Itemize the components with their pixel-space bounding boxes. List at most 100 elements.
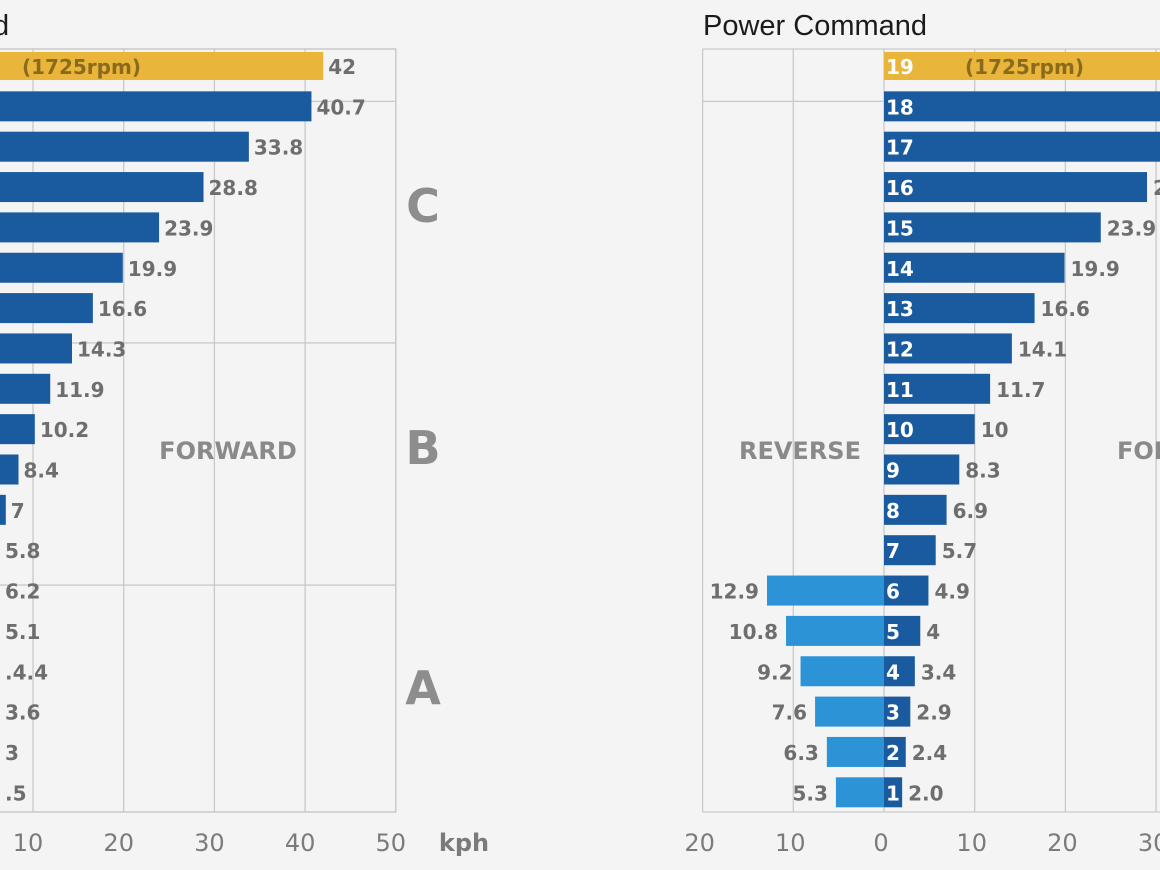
- right-bars: [766, 52, 1160, 808]
- right-reverse-label-gear-1: 5.3: [792, 781, 827, 805]
- right-gear-number-19: 19: [886, 55, 914, 79]
- right-forward-bar-gear-15: [884, 212, 1101, 243]
- right-forward-label-gear-9: 8.3: [965, 459, 1000, 483]
- left-value-label-gear-15: 23.9: [164, 216, 213, 240]
- left-range-letter-a: A: [405, 661, 441, 715]
- right-gear-number-17: 17: [886, 136, 914, 160]
- right-reverse-bar-gear-4: [800, 656, 884, 687]
- right-gear-number-1: 1: [886, 781, 900, 805]
- left-bar-gear-12: [0, 333, 73, 364]
- right-forward-label-gear-2: 2.4: [912, 741, 947, 765]
- right-gear-number-8: 8: [886, 499, 900, 523]
- left-range-letter-b: B: [405, 421, 440, 475]
- left-value-label-gear-12: 14.3: [77, 337, 126, 361]
- right-gear-number-18: 18: [886, 95, 914, 119]
- left-forward-label: FORWARD: [159, 437, 297, 465]
- left-value-label-gear-11: 11.9: [55, 378, 104, 402]
- right-forward-bar-gear-17: [884, 131, 1160, 162]
- left-value-label-gear-10: 10.2: [40, 418, 89, 442]
- right-forward-label-gear-4: 3.4: [921, 660, 956, 684]
- right-forward-label-gear-1: 2.0: [908, 781, 943, 805]
- right-gear-number-16: 16: [886, 176, 914, 200]
- right-forward-bar-gear-12: [884, 333, 1012, 364]
- left-value-label-gear-4: .4.4: [5, 660, 48, 684]
- right-forward-label-gear-5: 4: [926, 620, 940, 644]
- left-chart-panel: d 42 40.7 33.8 28.8 23.9 19.9 16.6 14.3 11.9 10.2…: [0, 10, 489, 857]
- right-gear-number-3: 3: [886, 701, 900, 725]
- right-reverse-label-gear-4: 9.2: [757, 660, 792, 684]
- left-bar-gear-16: [0, 172, 204, 203]
- right-forward-label-gear-7: 5.7: [942, 539, 977, 563]
- right-x-tick-3: 10: [956, 829, 987, 857]
- left-value-label-gear-17: 33.8: [254, 136, 303, 160]
- right-x-tick-0: 20: [684, 829, 715, 857]
- left-value-label-gear-5: 5.1: [5, 620, 40, 644]
- right-gear-number-9: 9: [886, 459, 900, 483]
- left-value-label-gear-7: 5.8: [5, 539, 40, 563]
- right-reverse-label: REVERSE: [739, 437, 861, 465]
- left-value-label-gear-9: 8.4: [23, 459, 58, 483]
- left-x-tick-20: 20: [103, 829, 134, 857]
- left-bar-gear-9: [0, 454, 19, 485]
- left-bar-gear-8: [0, 494, 6, 525]
- right-forward-bar-gear-8: [884, 494, 947, 525]
- right-forward-bar-gear-3: [884, 696, 911, 727]
- right-forward-label-gear-3: 2.9: [916, 701, 951, 725]
- left-value-label-gear-1: .5: [5, 781, 27, 805]
- right-forward-label-gear-11: 11.7: [996, 378, 1045, 402]
- left-bar-gear-18: [0, 91, 312, 122]
- left-bar-gear-19: [0, 52, 324, 80]
- right-gear-number-2: 2: [886, 741, 900, 765]
- right-forward-bar-gear-14: [884, 252, 1065, 283]
- left-value-label-gear-2: 3: [5, 741, 19, 765]
- right-reverse-bar-gear-3: [815, 696, 884, 727]
- left-bar-gear-13: [0, 293, 93, 324]
- right-gear-number-6: 6: [886, 580, 900, 604]
- left-x-axis-unit: kph: [439, 829, 489, 857]
- right-forward-bar-gear-1: [884, 777, 903, 808]
- left-x-tick-10: 10: [13, 829, 44, 857]
- right-forward-label-gear-8: 6.9: [953, 499, 988, 523]
- right-forward-bar-gear-18: [884, 91, 1160, 122]
- right-reverse-label-gear-3: 7.6: [772, 701, 807, 725]
- left-bar-gear-17: [0, 131, 249, 162]
- right-forward-label-gear-12: 14.1: [1018, 337, 1067, 361]
- left-x-tick-50: 50: [376, 829, 407, 857]
- right-chart-title: Power Command: [703, 10, 927, 42]
- right-reverse-label-gear-6: 12.9: [710, 580, 759, 604]
- left-value-label-gear-19: 42: [328, 55, 356, 79]
- right-forward-bar-gear-4: [884, 656, 915, 687]
- left-x-axis-ticks: 10 20 30 40 50: [13, 829, 406, 857]
- right-x-tick-2: 0: [873, 829, 888, 857]
- right-forward-bar-gear-6: [884, 575, 929, 606]
- left-value-label-gear-3: 3.6: [5, 701, 40, 725]
- right-forward-bar-gear-7: [884, 535, 936, 566]
- right-forward-label-gear-16: 2: [1153, 176, 1160, 200]
- left-bar-gear-14: [0, 252, 123, 283]
- right-gear-number-7: 7: [886, 539, 900, 563]
- left-bar-gear-15: [0, 212, 160, 243]
- left-top-gear-rpm-note: (1725rpm): [22, 55, 141, 79]
- right-gear-number-14: 14: [886, 257, 914, 281]
- right-gear-number-5: 5: [886, 620, 900, 644]
- right-x-tick-4: 20: [1047, 829, 1078, 857]
- left-value-label-gear-13: 16.6: [98, 297, 147, 321]
- left-value-label-gear-6: 6.2: [5, 580, 40, 604]
- right-forward-label: FOR: [1117, 437, 1160, 465]
- right-chart-panel: Power Command 12.910.89.27.66.35.3191817…: [684, 10, 1160, 857]
- left-range-letters: C B A: [405, 179, 441, 715]
- right-gear-number-11: 11: [886, 378, 914, 402]
- left-value-label-gear-14: 19.9: [128, 257, 177, 281]
- left-bar-gear-10: [0, 414, 35, 445]
- left-x-tick-30: 30: [194, 829, 225, 857]
- right-gear-number-12: 12: [886, 337, 914, 361]
- right-forward-bar-gear-5: [884, 615, 921, 646]
- right-x-tick-5: 30: [1138, 829, 1160, 857]
- left-x-tick-40: 40: [285, 829, 316, 857]
- right-top-gear-rpm-note: (1725rpm): [965, 55, 1084, 79]
- right-reverse-bar-gear-1: [835, 777, 884, 808]
- left-value-label-gear-8: 7: [11, 499, 25, 523]
- right-gear-number-13: 13: [886, 297, 914, 321]
